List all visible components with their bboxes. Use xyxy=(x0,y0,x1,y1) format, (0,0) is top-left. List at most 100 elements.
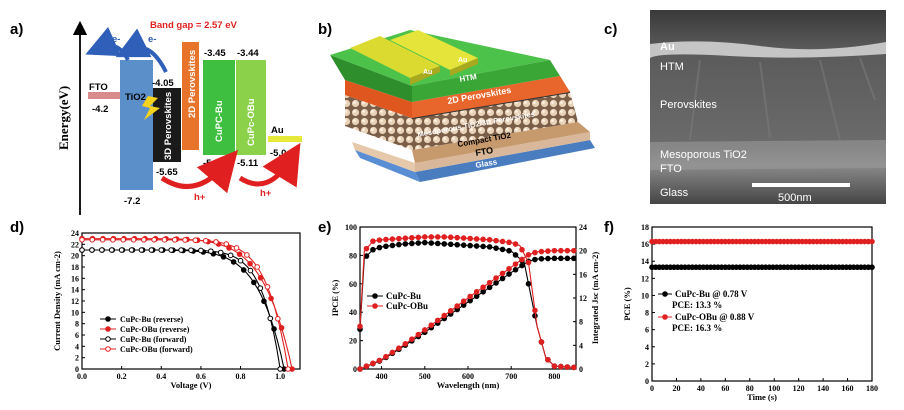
scale-bar-label: 500nm xyxy=(778,192,812,204)
fto-level xyxy=(88,92,122,99)
jv-point xyxy=(223,241,230,247)
jsc-point xyxy=(454,303,461,309)
legend-marker xyxy=(662,314,668,320)
electron-label-2: e- xyxy=(148,34,156,45)
ipce-point xyxy=(480,243,486,250)
jv-point xyxy=(213,239,219,245)
au-label-1: Au xyxy=(423,69,432,76)
perov3d-top-value: -4.05 xyxy=(152,78,174,89)
jsc-point xyxy=(460,298,467,304)
y2-axis-label: Integrated Jsc (mA cm-2) xyxy=(590,252,600,344)
y-tick-label: 6 xyxy=(75,331,79,340)
jsc-point xyxy=(525,252,532,258)
jsc-point xyxy=(545,255,551,262)
jsc-point xyxy=(467,293,473,300)
ipce-point xyxy=(467,235,473,242)
cupcbu-label: CuPC-Bu xyxy=(214,100,225,142)
perov3d-bottom-value: -5.65 xyxy=(156,167,178,178)
legend-marker xyxy=(372,293,378,299)
jsc-point xyxy=(434,317,441,324)
x-tick-label: 140 xyxy=(817,384,829,393)
jsc-point xyxy=(551,255,558,262)
jsc-point xyxy=(409,336,415,342)
ipce-point xyxy=(473,243,480,249)
jsc-point xyxy=(532,256,538,263)
x-tick-label: 120 xyxy=(793,384,805,393)
y-tick-label: 0 xyxy=(353,365,357,374)
ipce-point xyxy=(363,245,370,252)
y-tick-label: 0 xyxy=(645,377,649,386)
ipce-point xyxy=(396,235,402,242)
jv-chart: 0.0 0.2 0.4 0.6 0.8 1.0024681012141618202224V… xyxy=(52,229,301,390)
jv-point xyxy=(99,247,105,253)
y-tick-label: 4 xyxy=(75,342,79,351)
ipce-point xyxy=(480,236,486,243)
jsc-point xyxy=(447,307,454,314)
ipce-point xyxy=(512,241,519,247)
x-tick-label: 700 xyxy=(505,372,517,381)
legend-entry: CuPc-OBu xyxy=(386,301,428,311)
y-tick-label: 100 xyxy=(345,223,357,232)
y2-tick-label: 0 xyxy=(579,365,583,374)
jv-point xyxy=(275,315,281,322)
x-tick-label: 0 xyxy=(650,384,654,393)
hole-arrow-2 xyxy=(238,142,301,188)
x-tick-label: 0.4 xyxy=(156,372,166,381)
legend-entry: CuPc-Bu xyxy=(386,291,421,301)
jv-point xyxy=(182,237,188,243)
jv-point xyxy=(208,248,214,254)
jsc-point xyxy=(486,284,493,291)
jv-point xyxy=(257,285,264,291)
x-tick-label: 60 xyxy=(721,384,729,393)
jsc-point xyxy=(532,249,538,256)
ipce-point xyxy=(506,247,512,254)
hole-arrow-1 xyxy=(160,149,239,194)
y2-tick-label: 8 xyxy=(579,318,583,327)
legend-marker xyxy=(372,303,378,309)
legend-entry: CuPc-OBu (forward) xyxy=(120,345,193,354)
jv-point xyxy=(141,237,147,243)
legend-entry: CuPc-Bu (reverse) xyxy=(120,315,184,324)
jv-point xyxy=(89,237,96,243)
cupcobu-top-value: -3.44 xyxy=(237,48,259,59)
pce-point xyxy=(869,238,875,245)
jsc-point xyxy=(499,275,506,282)
y-tick-label: 6 xyxy=(645,326,649,335)
x-tick-label: 40 xyxy=(697,384,705,393)
ipce-point xyxy=(383,236,389,243)
au-label-2: Au xyxy=(458,57,467,64)
jv-point xyxy=(99,237,106,243)
y2-tick-label: 4 xyxy=(579,341,583,350)
jsc-point xyxy=(493,280,499,286)
y-tick-label: 2 xyxy=(645,360,649,369)
panel-label-a: a) xyxy=(10,21,23,38)
jv-point xyxy=(244,252,250,258)
x-tick-label: 20 xyxy=(672,384,680,393)
cupcobu-label: CuPc-OBu xyxy=(246,98,257,146)
glass-label: Glass xyxy=(475,157,499,170)
jv-point xyxy=(89,247,95,253)
ipce-point xyxy=(415,234,422,241)
ipce-point xyxy=(486,236,493,243)
sem-fto-label: FTO xyxy=(660,163,682,175)
panel-label-c: c) xyxy=(604,21,617,38)
ipce-point xyxy=(460,235,467,241)
y-tick-label: 10 xyxy=(641,291,649,300)
sem-perovskites-label: Perovskites xyxy=(660,99,717,111)
jv-point xyxy=(161,237,168,243)
ipce-point xyxy=(512,252,519,258)
ipce-point xyxy=(493,245,499,251)
sem-mesoporous-label: Mesoporous TiO2 xyxy=(660,149,747,161)
ipce-point xyxy=(454,234,461,241)
y-tick-label: 14 xyxy=(641,257,649,266)
jv-point xyxy=(217,249,224,256)
jv-point xyxy=(220,254,227,260)
x-tick-label: 400 xyxy=(376,372,388,381)
jsc-point xyxy=(473,289,480,295)
jv-point xyxy=(277,366,283,372)
x-tick-label: 500 xyxy=(419,372,431,381)
legend-entry: CuPc-Bu (forward) xyxy=(120,335,187,344)
y-axis-label: IPCE (%) xyxy=(330,280,340,317)
jv-point xyxy=(120,237,127,243)
